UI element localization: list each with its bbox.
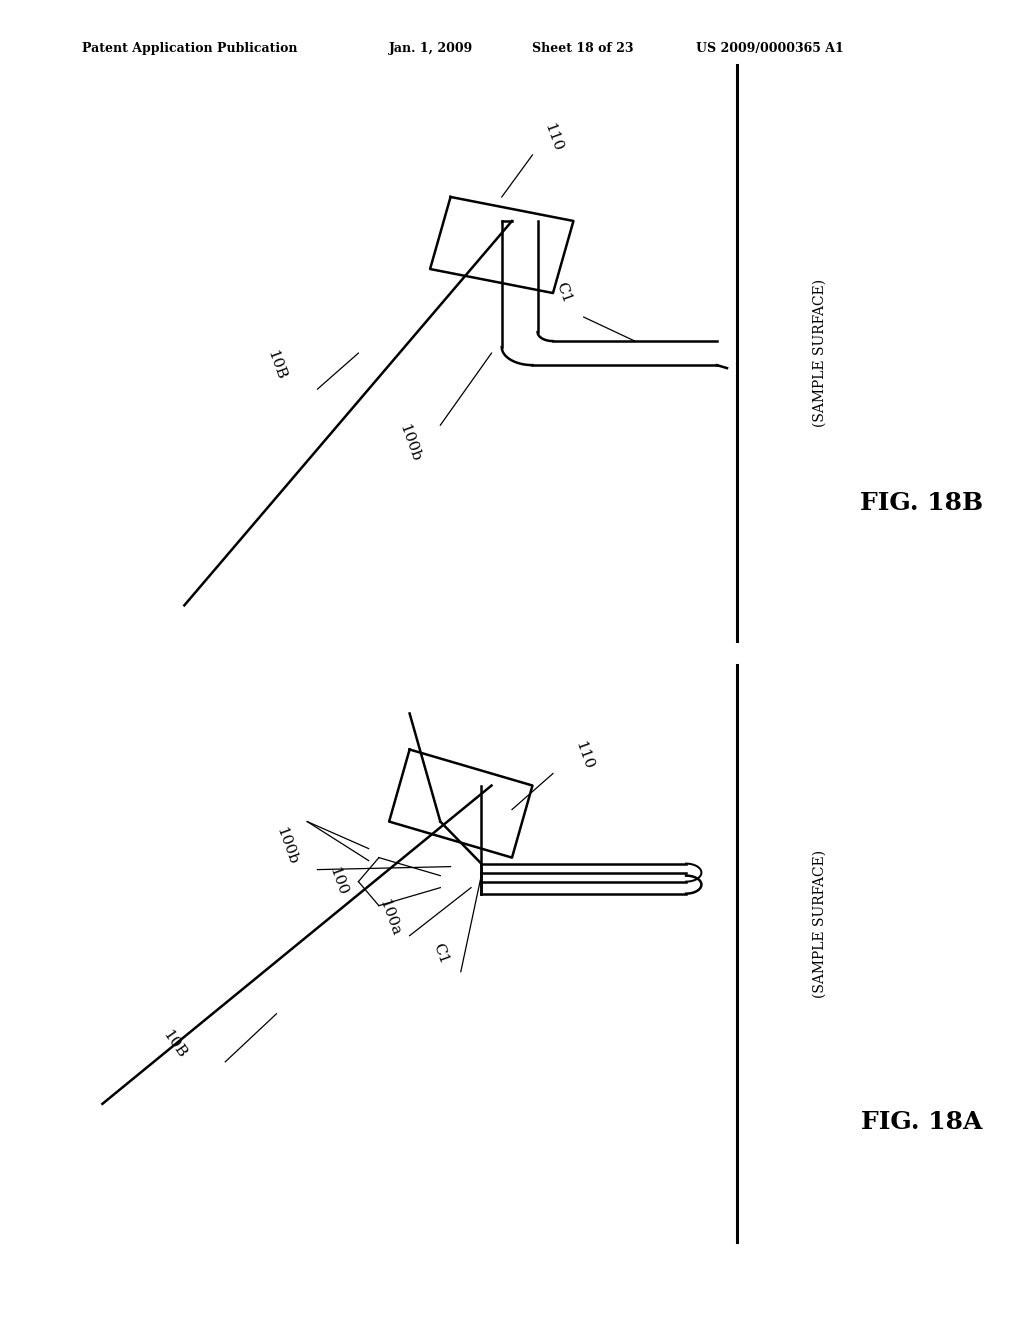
Text: 100a: 100a [376, 898, 402, 939]
Text: C1: C1 [430, 941, 451, 966]
Text: C1: C1 [553, 281, 573, 305]
Text: 110: 110 [542, 120, 564, 153]
Text: (SAMPLE SURFACE): (SAMPLE SURFACE) [812, 850, 826, 998]
Text: 10B: 10B [264, 348, 289, 381]
Text: Jan. 1, 2009: Jan. 1, 2009 [389, 42, 473, 55]
Text: FIG. 18A: FIG. 18A [861, 1110, 982, 1134]
Text: 100b: 100b [396, 422, 423, 463]
Text: Patent Application Publication: Patent Application Publication [82, 42, 297, 55]
Text: 110: 110 [572, 739, 595, 772]
Text: 100b: 100b [273, 825, 300, 866]
Text: US 2009/0000365 A1: US 2009/0000365 A1 [696, 42, 844, 55]
Text: FIG. 18B: FIG. 18B [860, 491, 983, 515]
Text: 10B: 10B [160, 1027, 188, 1060]
Text: 100: 100 [327, 866, 349, 898]
Text: Sheet 18 of 23: Sheet 18 of 23 [532, 42, 634, 55]
Text: (SAMPLE SURFACE): (SAMPLE SURFACE) [812, 279, 826, 428]
